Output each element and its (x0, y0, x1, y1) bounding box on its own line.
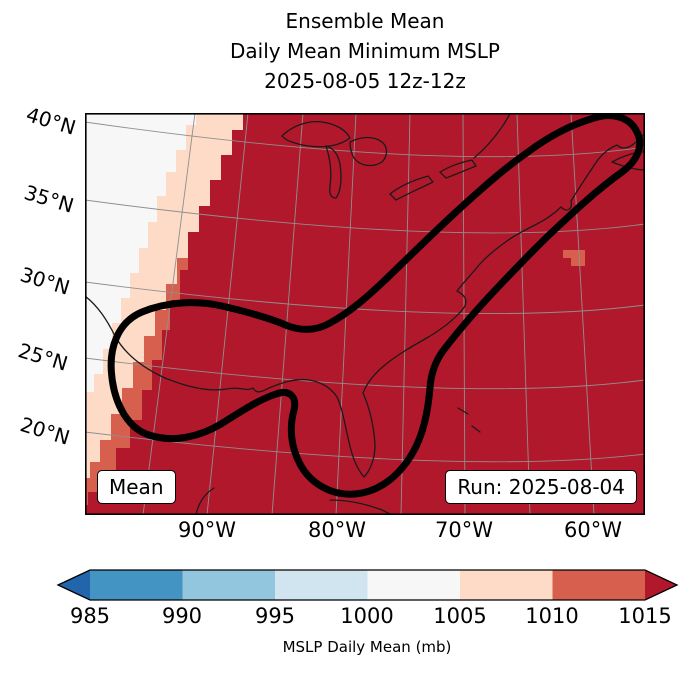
map-frame (85, 113, 645, 515)
lon-tick-80w: 80°W (308, 518, 366, 542)
lon-tick-70w: 70°W (435, 518, 493, 542)
colorbar-seg-985-990 (90, 570, 183, 600)
cbar-tick-1015: 1015 (618, 604, 672, 628)
plot-title: Ensemble Mean Daily Mean Minimum MSLP 20… (85, 6, 645, 96)
title-line-3: 2025-08-05 12z-12z (264, 69, 466, 93)
lat-tick-20n: 20°N (17, 412, 73, 450)
meridian-65w (516, 113, 531, 515)
cbar-tick-1010: 1010 (525, 604, 579, 628)
colorbar-over-arrow (645, 570, 677, 600)
colorbar-seg-990-995 (182, 570, 275, 600)
colorbar-seg-995-1000 (275, 570, 368, 600)
colorbar-axis-label: MSLP Daily Mean (mb) (282, 638, 452, 656)
coast-gulf-east (85, 132, 645, 478)
mean-annotation-box: Mean (97, 470, 176, 504)
parallel-30n (85, 281, 645, 315)
parallel-35n (85, 199, 645, 234)
cbar-tick-990: 990 (161, 604, 203, 628)
colorbar-seg-1010-1015 (552, 570, 645, 600)
coast-yucatan (195, 487, 215, 515)
coastlines (85, 113, 645, 515)
coast-cuba (329, 499, 393, 515)
colorbar-under-arrow (58, 570, 90, 600)
parallel-25n (85, 357, 645, 390)
lat-tick-30n: 30°N (17, 262, 73, 300)
cbar-tick-985: 985 (69, 604, 111, 628)
cbar-tick-1000: 1000 (340, 604, 394, 628)
colorbar-seg-1000-1005 (367, 570, 460, 600)
lake-superior (281, 120, 351, 148)
colorbar-seg-1005-1010 (460, 570, 553, 600)
map-canvas (85, 113, 645, 515)
st-lawrence (473, 113, 511, 159)
lat-tick-35n: 35°N (21, 180, 77, 218)
meridian-95w (142, 113, 196, 515)
title-line-1: Ensemble Mean (285, 9, 445, 33)
ensemble-contour (107, 113, 644, 498)
lake-huron (349, 136, 388, 167)
lat-tick-25n: 25°N (15, 338, 71, 376)
parallel-40n (85, 121, 645, 158)
meridian-60w (570, 113, 595, 515)
lake-erie (389, 175, 434, 201)
lat-tick-40n: 40°N (23, 102, 79, 140)
lon-tick-60w: 60°W (564, 518, 622, 542)
cbar-tick-995: 995 (254, 604, 296, 628)
lon-tick-90w: 90°W (178, 518, 236, 542)
colorbar (56, 569, 679, 601)
meridian-85w (271, 113, 304, 515)
meridian-75w (400, 113, 411, 515)
bahamas-islands (457, 407, 481, 433)
band-1000-1005 (85, 113, 196, 392)
lake-michigan (325, 145, 342, 199)
meridian-90w (206, 113, 249, 515)
cbar-tick-1005: 1005 (433, 604, 487, 628)
run-date-annotation-box: Run: 2025-08-04 (445, 470, 637, 504)
graticule (85, 113, 645, 515)
lake-ontario (439, 159, 477, 179)
meridian-70w (462, 113, 466, 515)
colorbar-outline (56, 569, 679, 601)
title-line-2: Daily Mean Minimum MSLP (229, 39, 500, 63)
